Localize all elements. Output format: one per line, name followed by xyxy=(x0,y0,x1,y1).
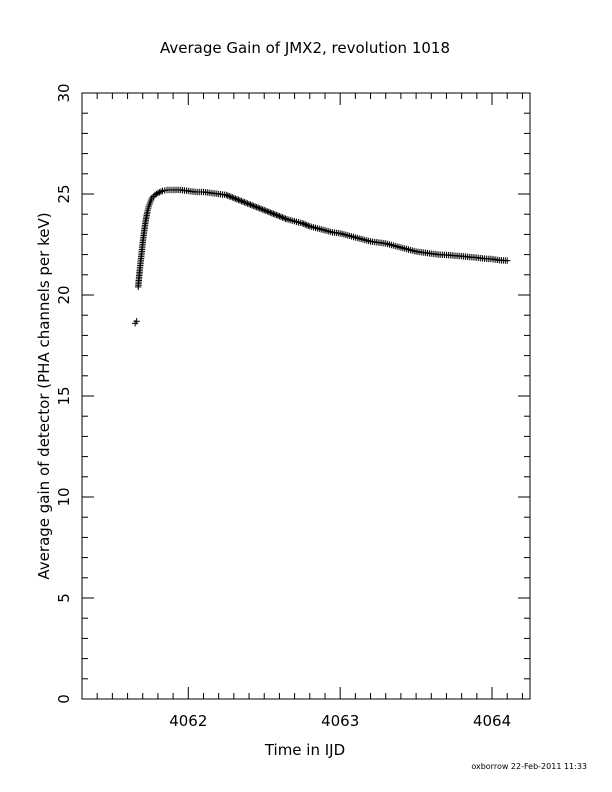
data-point xyxy=(229,194,236,201)
data-point xyxy=(254,204,262,211)
x-tick-label: 4062 xyxy=(169,712,207,730)
data-point xyxy=(226,193,233,200)
data-point xyxy=(258,205,265,213)
footer-stamp: oxborrow 22-Feb-2011 11:33 xyxy=(471,762,587,771)
y-tick-labels: 0 5 10 15 20 25 30 xyxy=(55,83,73,703)
x-tick-label: 4064 xyxy=(473,712,511,730)
data-point xyxy=(271,211,279,218)
data-point xyxy=(156,189,163,196)
data-point xyxy=(259,206,266,213)
data-point xyxy=(250,202,257,210)
data-point xyxy=(148,194,156,202)
data-point xyxy=(273,211,280,219)
data-point xyxy=(242,199,250,207)
data-point xyxy=(274,212,282,219)
data-point xyxy=(256,205,263,212)
data-point xyxy=(133,318,140,325)
data-point xyxy=(282,215,289,222)
data-point xyxy=(232,195,239,202)
data-point xyxy=(265,208,272,216)
chart-title: Average Gain of JMX2, revolution 1018 xyxy=(160,39,450,57)
data-point xyxy=(299,220,306,227)
data-point xyxy=(245,200,253,208)
y-axis-label: Average gain of detector (PHA channels p… xyxy=(35,212,53,579)
data-point xyxy=(302,221,309,228)
data-point xyxy=(233,196,241,203)
y-tick-label: 25 xyxy=(55,184,73,203)
data-point xyxy=(157,188,165,195)
data-point xyxy=(223,191,230,199)
data-point xyxy=(224,192,231,199)
data-point xyxy=(264,208,271,215)
data-point xyxy=(303,221,310,229)
data-point xyxy=(235,196,242,204)
data-point xyxy=(248,202,256,209)
data-points xyxy=(131,186,511,327)
data-point xyxy=(280,214,288,222)
x-tick-labels: 4062 4063 4064 xyxy=(169,712,511,730)
axis-ticks xyxy=(81,92,530,700)
data-point xyxy=(244,200,251,207)
y-tick-label: 30 xyxy=(55,83,73,102)
x-axis-label: Time in IJD xyxy=(264,741,345,759)
data-point xyxy=(238,197,245,205)
y-tick-label: 10 xyxy=(55,487,73,506)
data-point xyxy=(241,199,248,206)
data-point xyxy=(251,203,259,210)
data-point xyxy=(268,209,276,217)
data-point xyxy=(239,198,247,205)
y-tick-label: 0 xyxy=(55,694,73,704)
data-point xyxy=(277,213,285,221)
y-tick-label: 5 xyxy=(55,593,73,603)
data-point xyxy=(261,206,268,214)
data-point xyxy=(279,214,286,221)
data-point xyxy=(154,189,162,197)
data-point xyxy=(230,194,238,202)
data-point xyxy=(253,203,260,211)
y-tick-label: 20 xyxy=(55,285,73,304)
data-point xyxy=(504,257,511,264)
data-point xyxy=(300,220,307,228)
data-point xyxy=(305,222,312,229)
data-point xyxy=(247,201,254,208)
data-point xyxy=(236,197,244,204)
y-tick-label: 15 xyxy=(55,386,73,405)
data-point xyxy=(262,207,269,214)
x-tick-label: 4063 xyxy=(321,712,359,730)
data-point xyxy=(227,193,235,201)
data-point xyxy=(276,213,283,220)
data-point xyxy=(267,209,274,216)
data-point xyxy=(270,210,277,217)
plot-frame xyxy=(81,92,531,700)
